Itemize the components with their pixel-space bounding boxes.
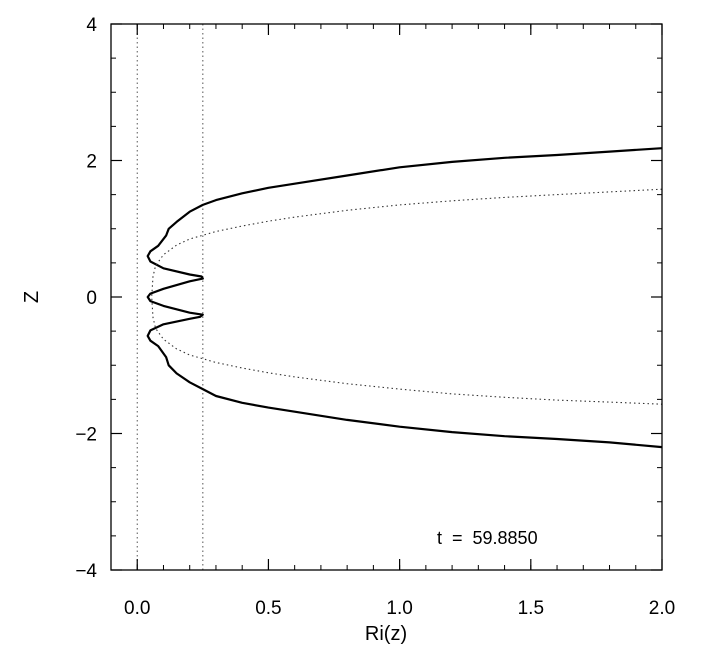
x-tick-label: 1.5 [518, 598, 544, 619]
y-tick-label: 0 [86, 288, 97, 309]
series-line-0 [146, 147, 663, 449]
y-axis-title: Z [21, 291, 43, 303]
ticks [110, 23, 663, 571]
y-tick-label: −4 [75, 561, 97, 582]
plot-lines [136, 24, 663, 570]
tick-labels: 0.0 0.5 1.0 1.5 2.0 −4 −2 0 2 4 [75, 15, 675, 619]
plot-frame [110, 23, 663, 571]
x-tick-label: 2.0 [649, 598, 675, 619]
series-line-1 [151, 188, 663, 405]
y-tick-label: −2 [75, 425, 97, 446]
x-tick-label: 0.5 [255, 598, 281, 619]
time-annotation: t = 59.8850 [437, 528, 538, 548]
x-axis-title: Ri(z) [365, 623, 407, 645]
y-tick-label: 4 [86, 15, 97, 36]
y-tick-label: 2 [86, 152, 97, 173]
x-tick-label: 1.0 [386, 598, 412, 619]
x-tick-label: 0.0 [124, 598, 150, 619]
